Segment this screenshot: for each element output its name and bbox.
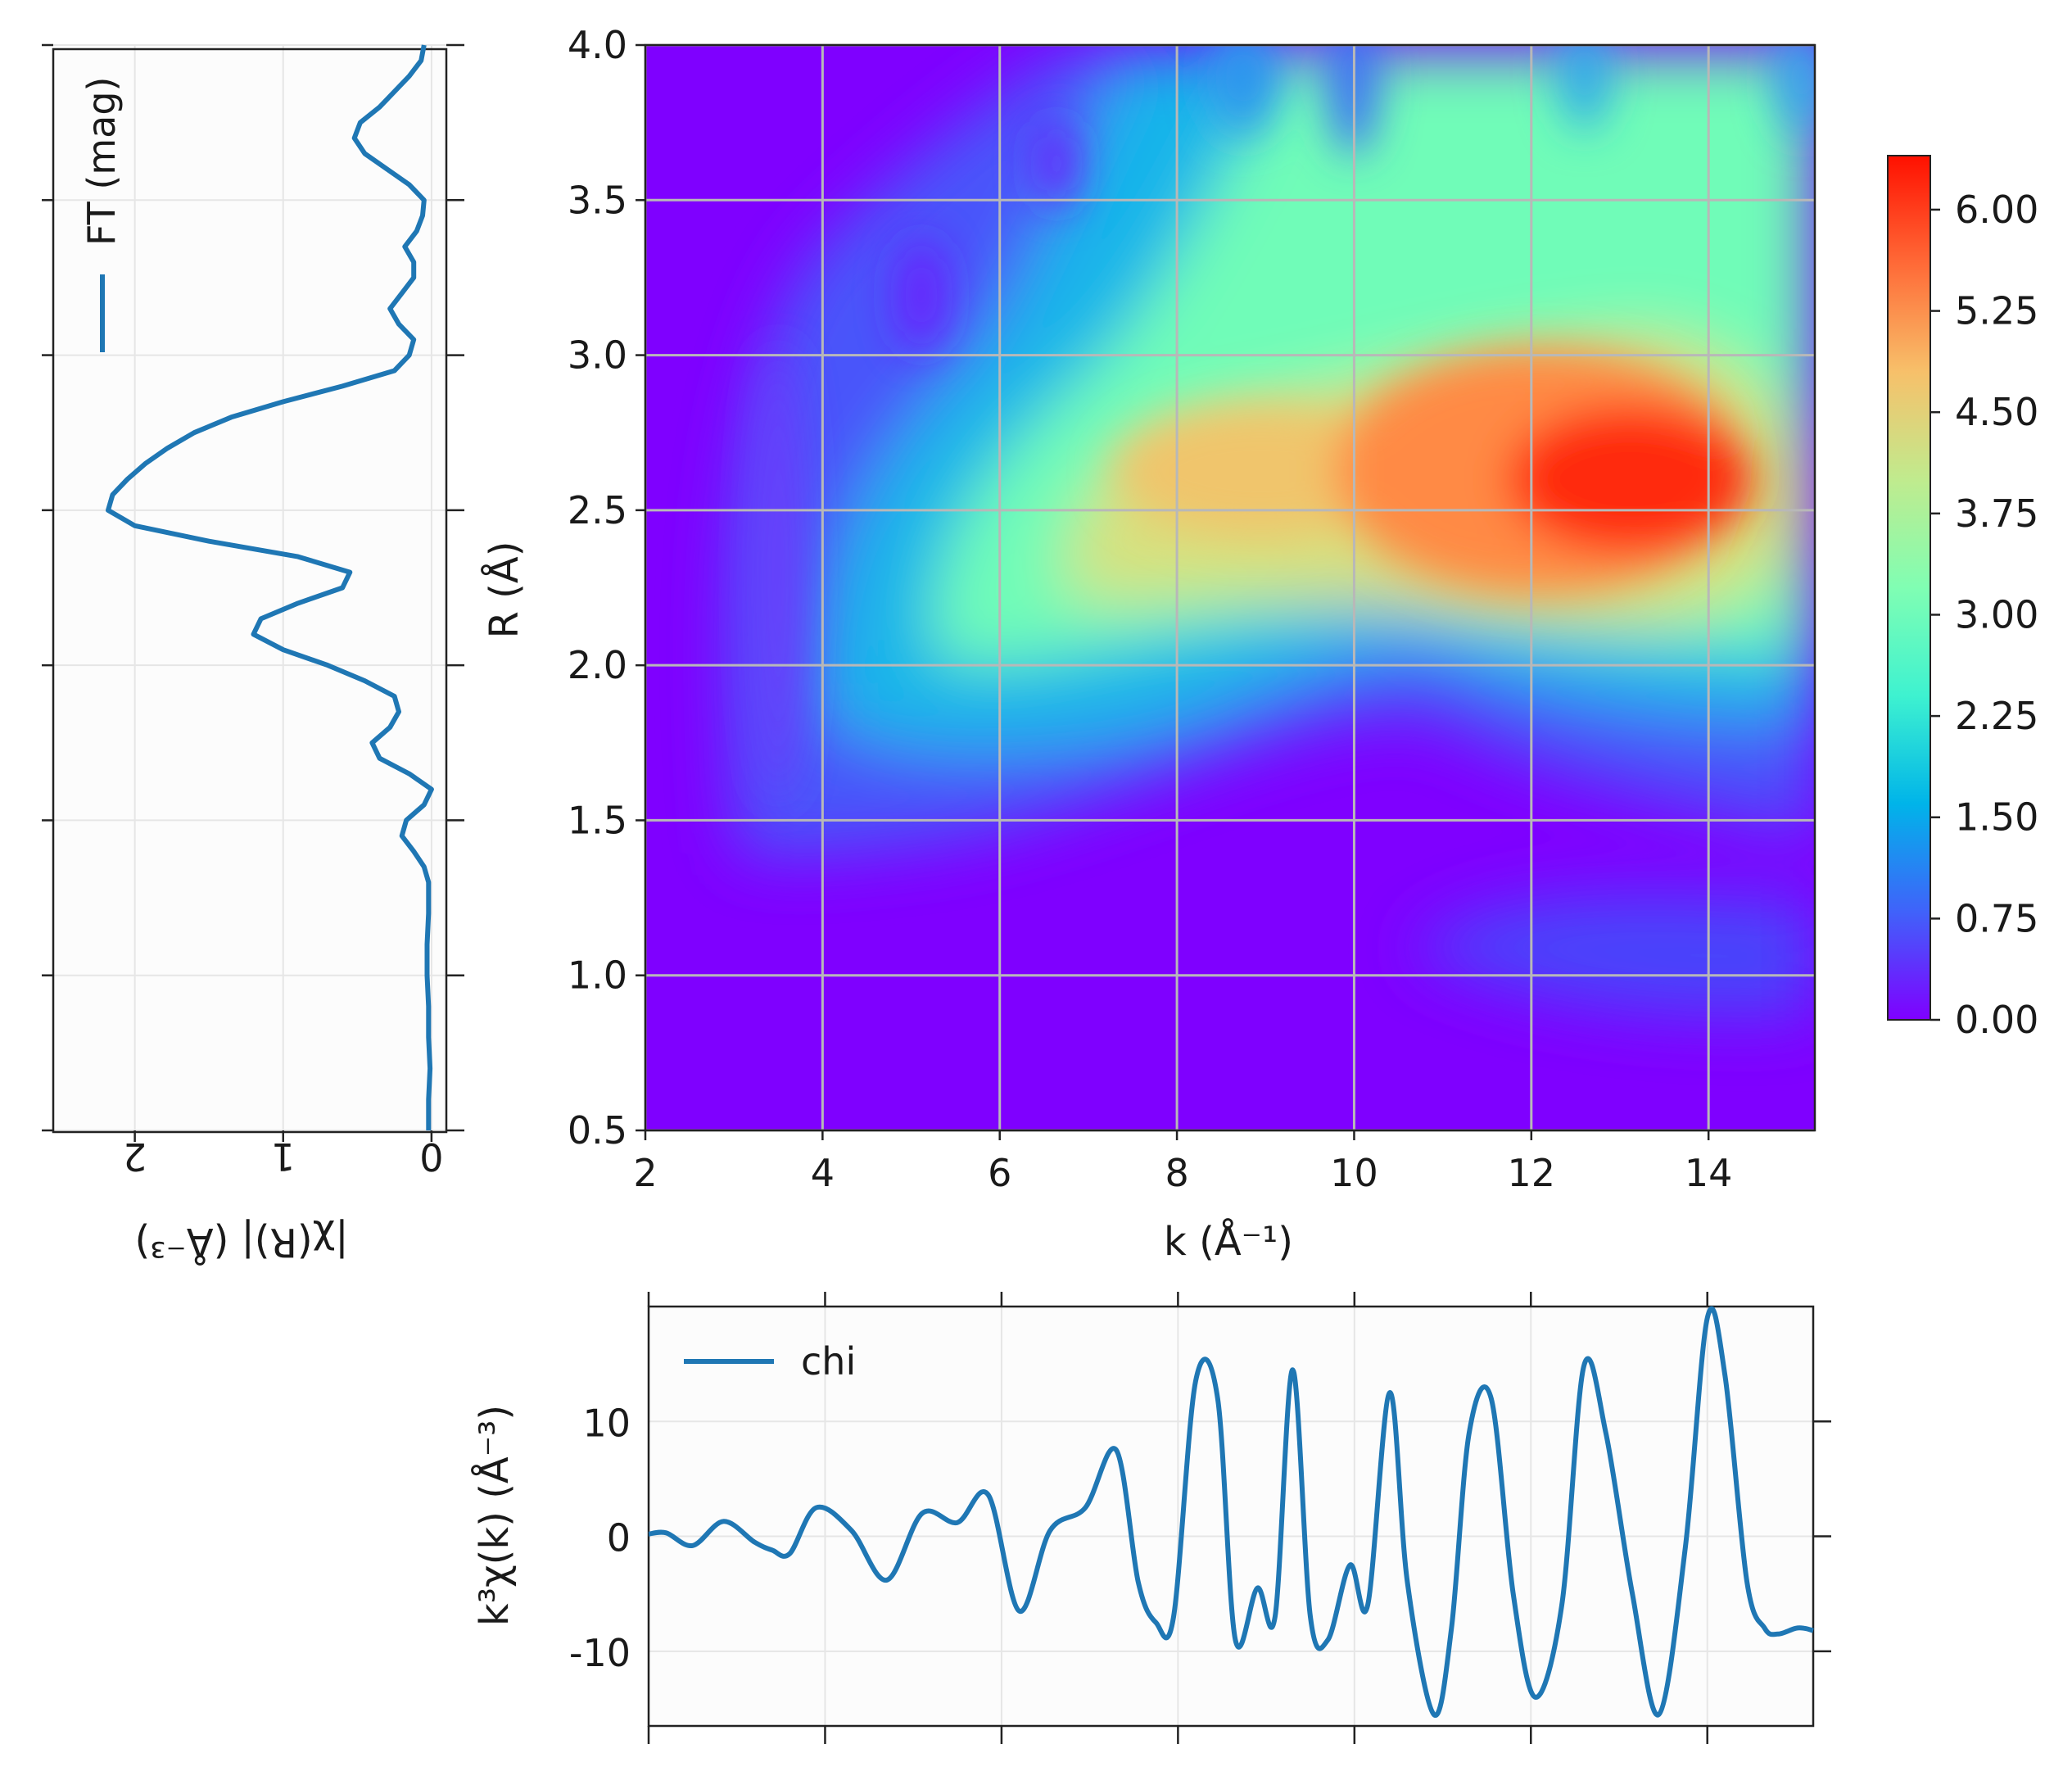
ft-legend: FT (mag) (79, 77, 124, 352)
chi-y-ticks: -10 0 10 (569, 1401, 1831, 1675)
chi-y-label: k³χ(k) (Å⁻³) (471, 1405, 518, 1626)
ft-magnitude-tick-label: 0 (419, 1135, 443, 1179)
heatmap-gap-3 (1560, 45, 1609, 131)
heatmap-x-ticks: 2 4 6 8 10 12 14 (633, 1130, 1732, 1195)
heatmap-x-tick-label: 8 (1165, 1151, 1188, 1195)
colorbar-tick-label: 5.25 (1955, 289, 2038, 333)
ft-magnitude-tick-label: 1 (271, 1135, 295, 1179)
ft-magnitude-ticks: 2 1 0 (123, 1130, 444, 1179)
ft-legend-label: FT (mag) (79, 77, 124, 246)
ft-plot-frame (52, 48, 448, 1134)
heatmap-peak-core (1507, 405, 1753, 553)
heatmap-x-tick-label: 6 (988, 1151, 1011, 1195)
heatmap-x-tick-label: 2 (633, 1151, 657, 1195)
heatmap-y-tick-label: 3.0 (568, 333, 627, 378)
heatmap-minimum-2 (1036, 119, 1077, 209)
ft-magnitude-line (106, 44, 434, 1130)
colorbar-gradient (1887, 155, 1931, 1021)
colorbar: 0.00 0.75 1.50 2.25 3.00 3.75 4.50 5.25 6.00 (1887, 155, 2038, 1042)
chi-plot: -10 0 10 chi k³χ(k) (Å⁻³) (471, 1292, 1831, 1744)
heatmap-gap-2 (1210, 45, 1276, 135)
ft-magnitude-plot: 2 1 0 FT (mag) |χ(R)| (Å⁻³) (42, 43, 464, 1266)
chi-line (648, 1306, 1814, 1718)
heatmap-x-tick-label: 4 (811, 1151, 835, 1195)
heatmap-peak-plateau (1114, 405, 1409, 537)
colorbar-tick-label: 1.50 (1955, 795, 2038, 840)
colorbar-tick-label: 0.00 (1955, 998, 2038, 1042)
heatmap-minimum-1 (897, 238, 946, 352)
heatmap-y-tick-label: 1.0 (568, 953, 627, 998)
heatmap-y-tick-label: 2.0 (568, 643, 627, 687)
chi-y-tick-label: -10 (569, 1631, 631, 1675)
chi-x-ticks (647, 1292, 1708, 1744)
heatmap-minimum-3 (753, 344, 803, 803)
heatmap-y-label: R (Å) (481, 541, 527, 639)
colorbar-tick-label: 6.00 (1955, 188, 2038, 232)
chi-plot-frame (647, 1305, 1815, 1728)
heatmap-y-ticks: 0.5 1.0 1.5 2.0 2.5 3.0 3.5 4.0 (568, 23, 645, 1153)
ft-plot-background (53, 49, 446, 1132)
heatmap-x-tick-label: 12 (1508, 1151, 1556, 1195)
heatmap-y-tick-label: 1.5 (568, 798, 627, 842)
heatmap-y-tick-label: 4.0 (568, 23, 627, 67)
colorbar-tick-label: 2.25 (1955, 694, 2038, 738)
heatmap-grid (644, 43, 1815, 1132)
ft-r-ticks (42, 43, 464, 1132)
colorbar-tick-label: 3.75 (1955, 491, 2038, 536)
wavelet-plot: 2 4 6 8 10 12 14 0.5 1.0 1.5 2.0 2.5 3.0 3.5 4.0 k (Å… (481, 23, 1816, 1265)
heatmap-contour-lowright (1409, 893, 1815, 1018)
chi-y-tick-label: 0 (607, 1516, 631, 1560)
chi-y-tick-label: 10 (582, 1401, 631, 1445)
colorbar-tick-label: 0.75 (1955, 896, 2038, 940)
ft-x-label: |χ(R)| (Å⁻³) (135, 1219, 349, 1266)
heatmap-gap-4 (1777, 45, 1815, 135)
colorbar-tick-label: 4.50 (1955, 390, 2038, 434)
heatmap-y-tick-label: 3.5 (568, 178, 627, 222)
heatmap-frame (644, 43, 1816, 1132)
heatmap-field (727, 45, 1815, 1018)
heatmap-x-tick-label: 10 (1330, 1151, 1378, 1195)
colorbar-ticks: 0.00 0.75 1.50 2.25 3.00 3.75 4.50 5.25 6.00 (1930, 188, 2038, 1042)
heatmap-y-tick-label: 0.5 (568, 1108, 627, 1153)
ft-grid (53, 44, 446, 1131)
ft-magnitude-tick-label: 2 (123, 1135, 147, 1179)
colorbar-tick-label: 3.00 (1955, 592, 2038, 636)
chi-legend: chi (684, 1339, 856, 1384)
heatmap-x-label: k (Å⁻¹) (1164, 1218, 1293, 1265)
chi-grid (648, 1307, 1813, 1726)
chi-legend-label: chi (801, 1339, 856, 1384)
heatmap-y-tick-label: 2.5 (568, 488, 627, 532)
heatmap-x-tick-label: 14 (1685, 1151, 1733, 1195)
